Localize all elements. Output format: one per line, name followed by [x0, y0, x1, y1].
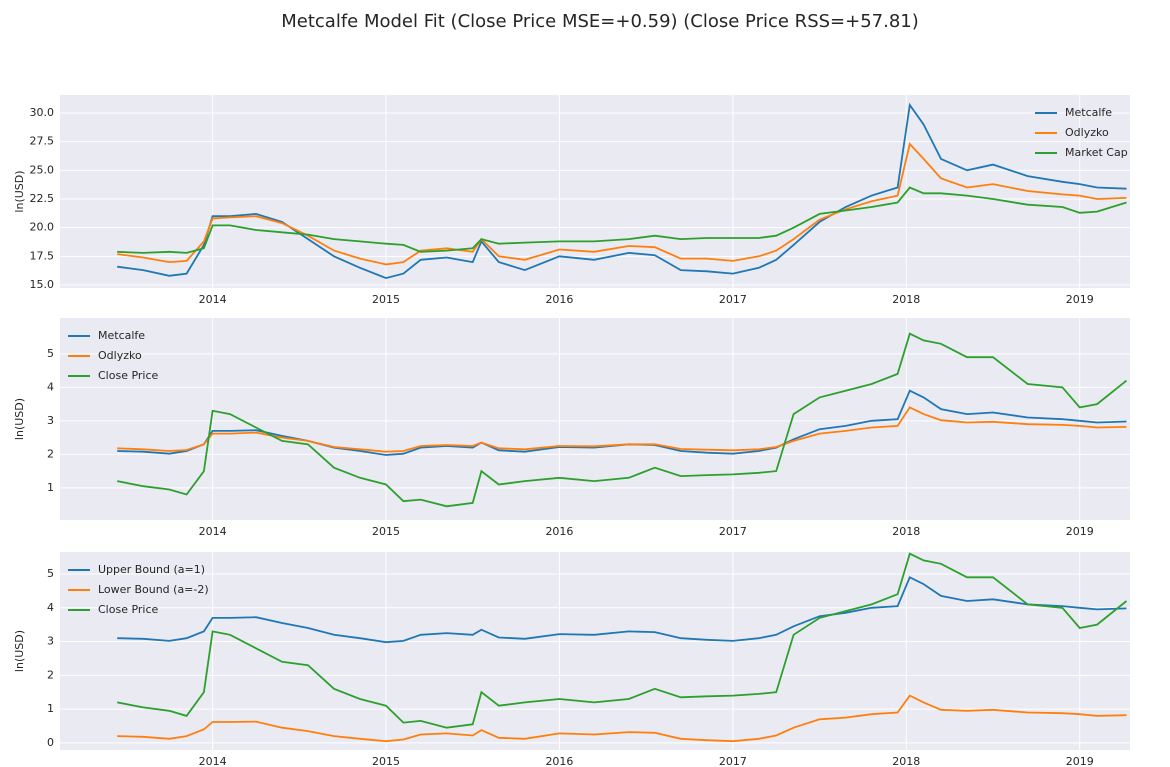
- x-tick-label: 2019: [1066, 525, 1094, 538]
- y-tick-label: 2: [47, 447, 54, 460]
- x-tick-label: 2016: [545, 525, 573, 538]
- y-tick-label: 5: [47, 567, 54, 580]
- legend-label: Market Cap: [1065, 146, 1128, 159]
- series-line: [117, 552, 1128, 729]
- legend-label: Odlyzko: [98, 349, 142, 362]
- x-tick-label: 2014: [199, 755, 227, 767]
- x-tick-label: 2018: [892, 525, 920, 538]
- y-tick-label: 15.0: [30, 278, 55, 291]
- x-tick-label: 2017: [719, 525, 747, 538]
- x-tick-label: 2014: [199, 293, 227, 306]
- y-tick-label: 17.5: [30, 249, 55, 262]
- series-line: [117, 186, 1127, 254]
- x-tick-label: 2016: [545, 293, 573, 306]
- x-tick-label: 2019: [1066, 755, 1094, 767]
- legend-label: Odlyzko: [1065, 126, 1109, 139]
- x-tick-label: 2018: [892, 293, 920, 306]
- y-tick-label: 27.5: [30, 135, 55, 148]
- legend-label: Metcalfe: [1065, 106, 1112, 119]
- x-tick-label: 2017: [719, 293, 747, 306]
- y-tick-label: 3: [47, 414, 54, 427]
- y-tick-label: 1: [47, 481, 54, 494]
- legend-label: Lower Bound (a=-2): [98, 583, 209, 596]
- y-tick-label: 1: [47, 702, 54, 715]
- y-axis-label: ln(USD): [13, 398, 26, 440]
- series-line: [117, 332, 1128, 508]
- series-line: [117, 694, 1127, 743]
- y-tick-label: 5: [47, 347, 54, 360]
- x-tick-label: 2015: [372, 293, 400, 306]
- x-tick-label: 2015: [372, 525, 400, 538]
- y-tick-label: 0: [47, 736, 54, 749]
- series-line: [117, 406, 1127, 453]
- series-line: [117, 576, 1127, 644]
- x-tick-label: 2017: [719, 755, 747, 767]
- series-line: [117, 102, 1127, 280]
- y-tick-label: 3: [47, 635, 54, 648]
- series-line: [117, 142, 1127, 266]
- plot-area: [60, 318, 1130, 520]
- x-tick-label: 2016: [545, 755, 573, 767]
- y-tick-label: 20.0: [30, 221, 55, 234]
- x-tick-label: 2018: [892, 755, 920, 767]
- y-tick-label: 25.0: [30, 163, 55, 176]
- y-tick-label: 4: [47, 380, 54, 393]
- y-tick-label: 22.5: [30, 192, 55, 205]
- plot-area: [60, 95, 1130, 288]
- y-axis-label: ln(USD): [13, 170, 26, 212]
- legend-label: Close Price: [98, 603, 159, 616]
- legend-label: Close Price: [98, 369, 159, 382]
- x-tick-label: 2019: [1066, 293, 1094, 306]
- y-axis-label: ln(USD): [13, 630, 26, 672]
- x-tick-label: 2014: [199, 525, 227, 538]
- figure-title: Metcalfe Model Fit (Close Price MSE=+0.5…: [281, 11, 919, 32]
- plot-area: [60, 552, 1130, 750]
- y-tick-label: 30.0: [30, 106, 55, 119]
- y-tick-label: 4: [47, 601, 54, 614]
- x-tick-label: 2015: [372, 755, 400, 767]
- legend-label: Upper Bound (a=1): [98, 563, 205, 576]
- y-tick-label: 2: [47, 668, 54, 681]
- legend-label: Metcalfe: [98, 329, 145, 342]
